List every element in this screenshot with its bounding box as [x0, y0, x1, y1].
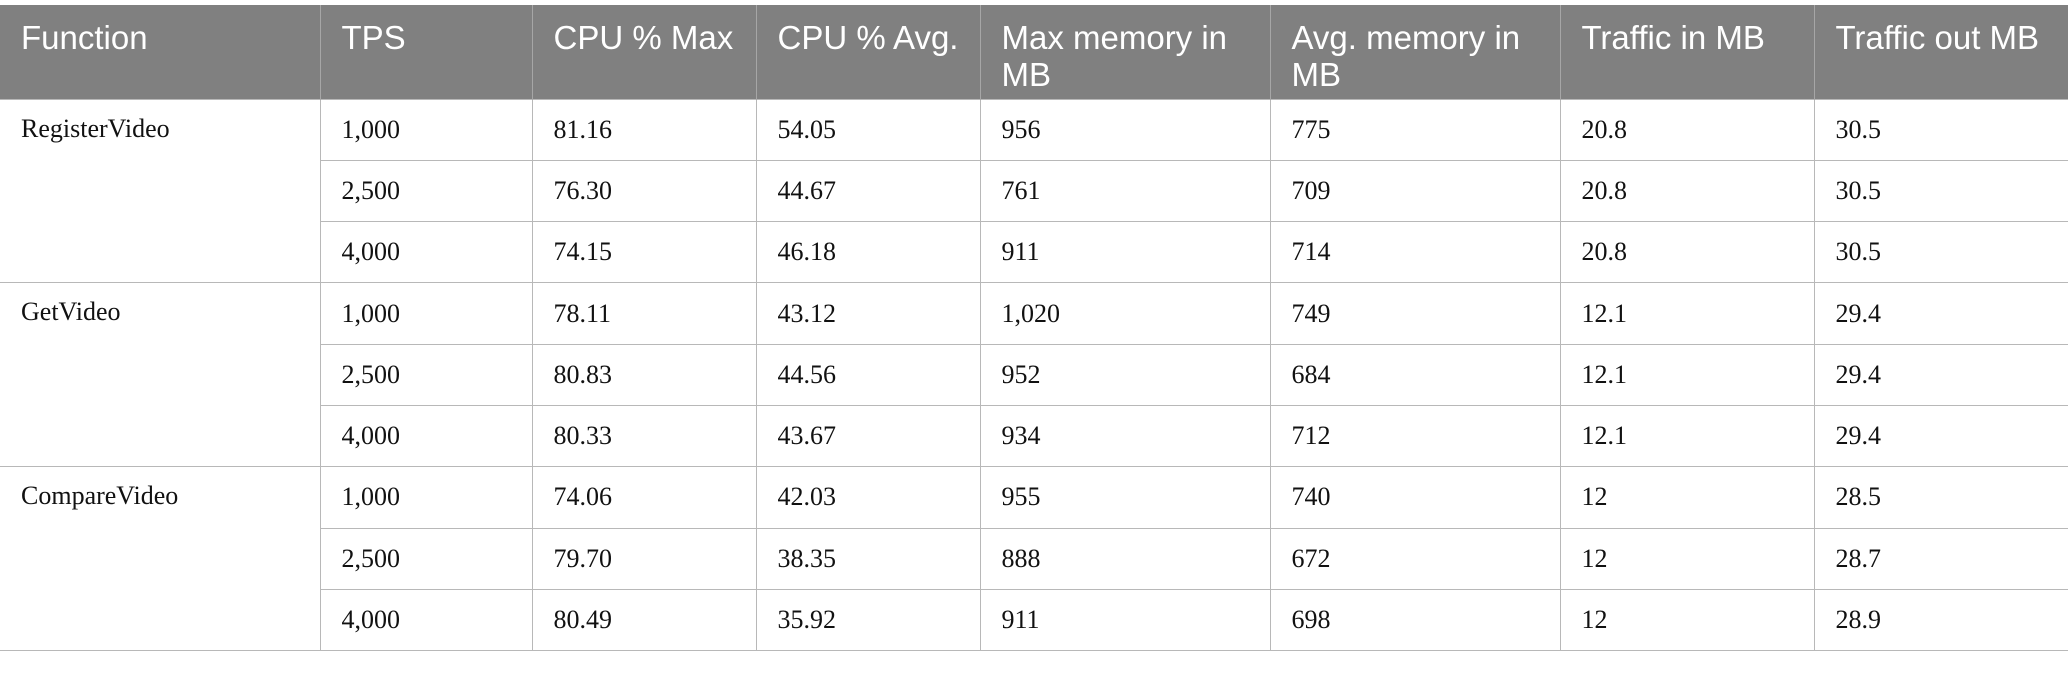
table-body: RegisterVideo 1,000 81.16 54.05 956 775 20.8 30… [0, 98, 2068, 652]
data-cell: 934 [979, 404, 1271, 468]
table-row: 2,500 80.83 44.56 952 684 12.1 29.4 [0, 343, 2068, 406]
function-cell: GetVideo [0, 282, 321, 468]
data-cell: 684 [1269, 343, 1561, 406]
data-cell: 911 [979, 221, 1271, 284]
data-cell: 38.35 [755, 527, 981, 590]
data-cell: 714 [1269, 221, 1561, 284]
data-cell: 44.56 [755, 343, 981, 406]
function-cell: CompareVideo [0, 466, 321, 652]
data-cell: 12 [1559, 466, 1815, 529]
table-row: RegisterVideo 1,000 81.16 54.05 956 775 20.8 30… [0, 98, 2068, 284]
data-cell: 28.7 [1813, 527, 2068, 590]
data-cell: 42.03 [755, 466, 981, 529]
data-cell: 956 [979, 98, 1271, 161]
header-cell: CPU % Avg. [755, 5, 980, 99]
header-cell: Max memory in MB [979, 5, 1270, 99]
data-cell: 4,000 [319, 588, 533, 652]
data-cell: 952 [979, 343, 1271, 406]
table-row: GetVideo 1,000 78.11 43.12 1,020 749 12.1 29.4 [0, 282, 2068, 468]
data-cell: 761 [979, 159, 1271, 223]
data-cell: 81.16 [531, 98, 757, 161]
header-cell: TPS [319, 5, 532, 99]
data-cell: 28.5 [1813, 466, 2068, 529]
data-cell: 20.8 [1559, 159, 1815, 223]
data-cell: 1,000 [319, 282, 533, 345]
data-cell: 79.70 [531, 527, 757, 590]
page: {"table": { "headers": ["Function", "TPS… [0, 5, 2068, 690]
data-cell: 28.9 [1813, 588, 2068, 652]
data-cell: 20.8 [1559, 98, 1815, 161]
data-cell: 30.5 [1813, 159, 2068, 223]
data-table: Function TPS CPU % Max CPU % Avg. Max memory… [0, 5, 2068, 652]
data-cell: 78.11 [531, 282, 757, 345]
data-cell: 712 [1269, 404, 1561, 468]
data-cell: 2,500 [319, 343, 533, 406]
data-cell: 2,500 [319, 527, 533, 590]
data-cell: 4,000 [319, 221, 533, 284]
data-cell: 46.18 [755, 221, 981, 284]
data-cell: 12 [1559, 588, 1815, 652]
table-row: 2,500 79.70 38.35 888 672 12 28.7 [0, 527, 2068, 590]
data-cell: 888 [979, 527, 1271, 590]
data-cell: 30.5 [1813, 98, 2068, 161]
data-cell: 1,000 [319, 466, 533, 529]
data-cell: 29.4 [1813, 404, 2068, 468]
data-cell: 76.30 [531, 159, 757, 223]
data-cell: 80.83 [531, 343, 757, 406]
data-cell: 54.05 [755, 98, 981, 161]
data-cell: 12 [1559, 527, 1815, 590]
header-cell: Traffic in MB [1559, 5, 1814, 99]
data-cell: 709 [1269, 159, 1561, 223]
data-cell: 20.8 [1559, 221, 1815, 284]
table-row: 4,000 74.15 46.18 911 714 20.8 30.5 [0, 221, 2068, 284]
data-cell: 80.49 [531, 588, 757, 652]
data-cell: 698 [1269, 588, 1561, 652]
data-cell: 12.1 [1559, 404, 1815, 468]
data-cell: 1,020 [979, 282, 1271, 345]
header-cell: Function [0, 5, 320, 99]
data-cell: 12.1 [1559, 282, 1815, 345]
data-cell: 12.1 [1559, 343, 1815, 406]
data-cell: 30.5 [1813, 221, 2068, 284]
header-cell: CPU % Max [531, 5, 756, 99]
header-cell: Traffic out MB [1813, 5, 2068, 99]
data-cell: 955 [979, 466, 1271, 529]
data-cell: 35.92 [755, 588, 981, 652]
data-cell: 74.06 [531, 466, 757, 529]
data-cell: 44.67 [755, 159, 981, 223]
data-cell: 4,000 [319, 404, 533, 468]
data-cell: 1,000 [319, 98, 533, 161]
table-row: CompareVideo 1,000 74.06 42.03 955 740 12 28.5 [0, 466, 2068, 652]
data-cell: 29.4 [1813, 282, 2068, 345]
data-cell: 672 [1269, 527, 1561, 590]
header-row: Function TPS CPU % Max CPU % Avg. Max memory… [0, 5, 2068, 99]
data-cell: 775 [1269, 98, 1561, 161]
data-cell: 29.4 [1813, 343, 2068, 406]
table-row: 4,000 80.49 35.92 911 698 12 28.9 [0, 588, 2068, 652]
data-cell: 43.67 [755, 404, 981, 468]
data-cell: 74.15 [531, 221, 757, 284]
data-cell: 911 [979, 588, 1271, 652]
data-cell: 43.12 [755, 282, 981, 345]
data-cell: 749 [1269, 282, 1561, 345]
data-cell: 740 [1269, 466, 1561, 529]
data-cell: 2,500 [319, 159, 533, 223]
data-cell: 80.33 [531, 404, 757, 468]
header-cell: Avg. memory in MB [1269, 5, 1560, 99]
function-cell: RegisterVideo [0, 98, 321, 284]
